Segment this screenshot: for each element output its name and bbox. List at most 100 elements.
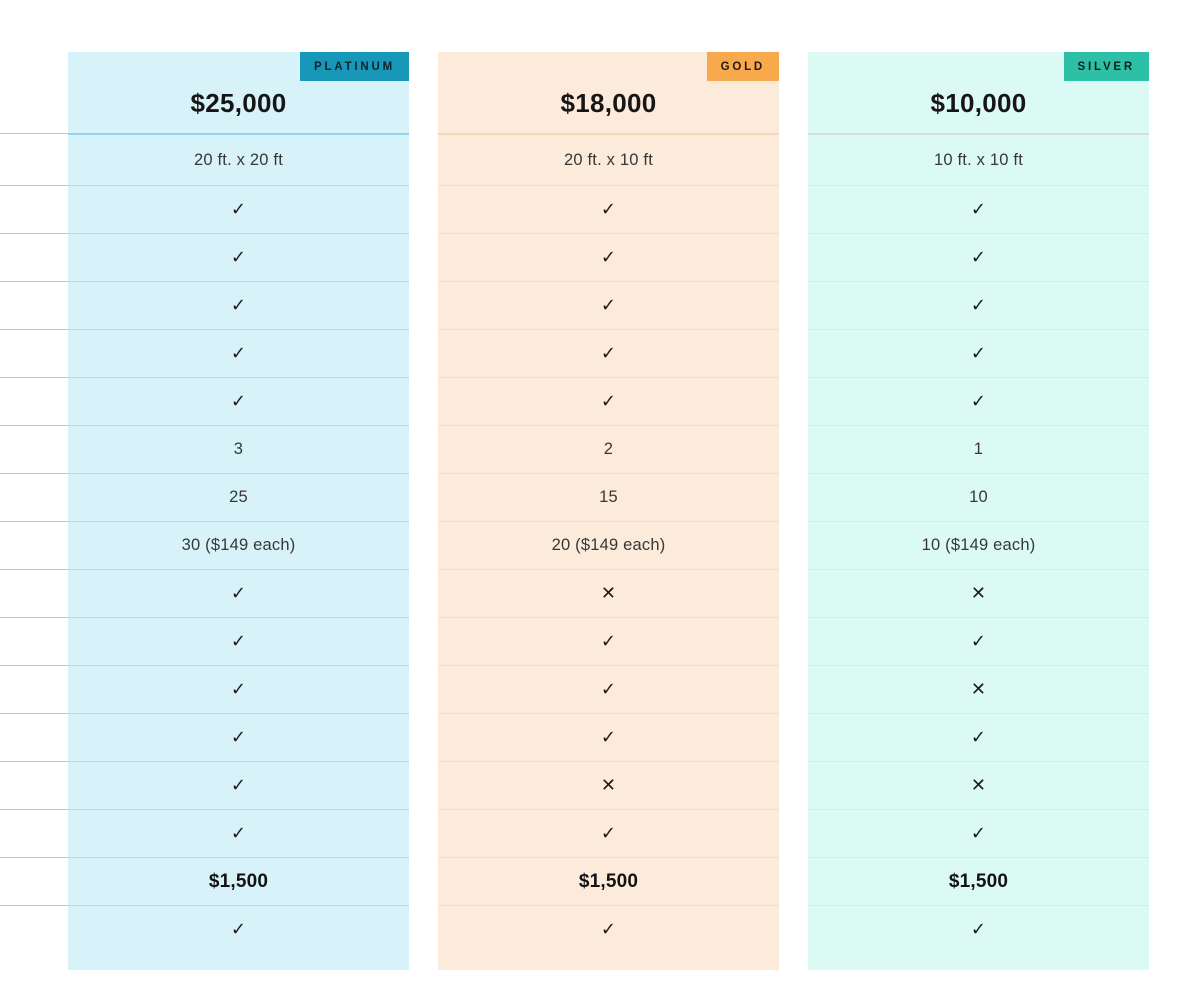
- tier-row: ✓: [438, 185, 779, 233]
- check-icon: ✓: [970, 342, 987, 364]
- row-label-cell: [0, 905, 68, 953]
- row-label-cell: [0, 857, 68, 905]
- tier-row: ✕: [438, 761, 779, 809]
- tier-row: ✓: [68, 905, 409, 953]
- tier-row: ✕: [808, 761, 1149, 809]
- tier-row: ✓: [68, 281, 409, 329]
- check-icon: ✓: [230, 582, 247, 604]
- cell-text: 25: [229, 488, 248, 506]
- row-label-cell: [0, 329, 68, 377]
- tier-badge: PLATINUM: [300, 52, 409, 81]
- tier-row: ✓: [68, 185, 409, 233]
- check-icon: ✓: [970, 822, 987, 844]
- row-label-cell: [0, 521, 68, 569]
- check-icon: ✓: [230, 678, 247, 700]
- cell-text: 30 ($149 each): [181, 536, 296, 554]
- tier-row: 30 ($149 each): [68, 521, 409, 569]
- cell-text: 10: [969, 488, 988, 506]
- tier-row: ✓: [808, 233, 1149, 281]
- tier-row: $1,500: [808, 857, 1149, 905]
- row-label-cell: [0, 473, 68, 521]
- check-icon: ✓: [230, 918, 247, 940]
- cross-icon: ✕: [600, 582, 617, 604]
- row-label-cell: [0, 133, 68, 185]
- tier-header: PLATINUM $25,000: [68, 52, 409, 133]
- row-label-cell: [0, 713, 68, 761]
- check-icon: ✓: [600, 822, 617, 844]
- cell-text: 1: [973, 440, 984, 458]
- tier-column-gold: GOLD $18,000 20 ft. x 10 ft ✓ ✓ ✓ ✓ ✓ 2 15 20 ($…: [438, 52, 779, 970]
- tier-row: 10: [808, 473, 1149, 521]
- tier-row: ✓: [808, 617, 1149, 665]
- tier-badge: GOLD: [706, 52, 779, 81]
- row-label-cell: [0, 617, 68, 665]
- cell-text: $1,500: [948, 870, 1009, 892]
- tier-row: 20 ft. x 20 ft: [68, 133, 409, 185]
- tier-row: ✓: [438, 329, 779, 377]
- check-icon: ✓: [600, 198, 617, 220]
- cell-text: 20 ft. x 20 ft: [193, 150, 283, 169]
- check-icon: ✓: [970, 246, 987, 268]
- check-icon: ✓: [970, 390, 987, 412]
- tier-row: ✓: [438, 713, 779, 761]
- tier-rows: 20 ft. x 20 ft ✓ ✓ ✓ ✓ ✓ 3 25 30 ($149 each) ✓ ✓ ✓ ✓…: [68, 133, 409, 953]
- tier-row: 10 ft. x 10 ft: [808, 133, 1149, 185]
- row-label-cell: [0, 809, 68, 857]
- check-icon: ✓: [970, 918, 987, 940]
- check-icon: ✓: [230, 390, 247, 412]
- tier-row: ✓: [68, 569, 409, 617]
- tier-row: $1,500: [438, 857, 779, 905]
- tier-price: $10,000: [930, 88, 1027, 118]
- tier-price: $25,000: [190, 88, 287, 118]
- tier-row: 25: [68, 473, 409, 521]
- tier-row: ✓: [68, 809, 409, 857]
- tier-row: ✓: [808, 713, 1149, 761]
- check-icon: ✓: [230, 726, 247, 748]
- check-icon: ✓: [970, 726, 987, 748]
- tier-row: ✓: [438, 809, 779, 857]
- row-label-gutter: [0, 133, 68, 953]
- tier-row: ✓: [808, 329, 1149, 377]
- check-icon: ✓: [970, 630, 987, 652]
- tier-column-silver: SILVER $10,000 10 ft. x 10 ft ✓ ✓ ✓ ✓ ✓ 1 10 10 …: [808, 52, 1149, 970]
- tier-badge: SILVER: [1063, 52, 1149, 81]
- cross-icon: ✕: [970, 582, 987, 604]
- check-icon: ✓: [230, 630, 247, 652]
- tier-row: ✓: [68, 233, 409, 281]
- cross-icon: ✕: [970, 678, 987, 700]
- check-icon: ✓: [600, 342, 617, 364]
- check-icon: ✓: [230, 774, 247, 796]
- tier-row: 1: [808, 425, 1149, 473]
- tier-row: ✕: [438, 569, 779, 617]
- cell-text: 10 ft. x 10 ft: [933, 150, 1023, 169]
- tier-row: ✓: [808, 809, 1149, 857]
- row-label-cell: [0, 377, 68, 425]
- check-icon: ✓: [970, 294, 987, 316]
- row-label-cell: [0, 665, 68, 713]
- tier-row: ✓: [438, 233, 779, 281]
- tier-row: ✓: [68, 713, 409, 761]
- row-label-cell: [0, 281, 68, 329]
- check-icon: ✓: [970, 198, 987, 220]
- check-icon: ✓: [230, 822, 247, 844]
- tier-row: ✓: [68, 617, 409, 665]
- check-icon: ✓: [230, 246, 247, 268]
- check-icon: ✓: [600, 630, 617, 652]
- check-icon: ✓: [230, 198, 247, 220]
- tier-row: ✓: [438, 905, 779, 953]
- check-icon: ✓: [600, 246, 617, 268]
- tier-price: $18,000: [560, 88, 657, 118]
- tier-row: ✓: [808, 377, 1149, 425]
- tier-row: ✓: [68, 665, 409, 713]
- check-icon: ✓: [230, 294, 247, 316]
- tier-row: 10 ($149 each): [808, 521, 1149, 569]
- cell-text: 20 ft. x 10 ft: [563, 150, 653, 169]
- cross-icon: ✕: [600, 774, 617, 796]
- cell-text: 10 ($149 each): [921, 536, 1036, 554]
- check-icon: ✓: [600, 390, 617, 412]
- row-label-cell: [0, 185, 68, 233]
- row-label-cell: [0, 569, 68, 617]
- tier-row: ✓: [68, 377, 409, 425]
- cross-icon: ✕: [970, 774, 987, 796]
